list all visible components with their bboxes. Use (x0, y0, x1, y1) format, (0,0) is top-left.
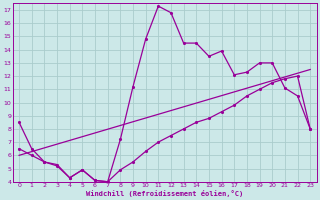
X-axis label: Windchill (Refroidissement éolien,°C): Windchill (Refroidissement éolien,°C) (86, 190, 243, 197)
